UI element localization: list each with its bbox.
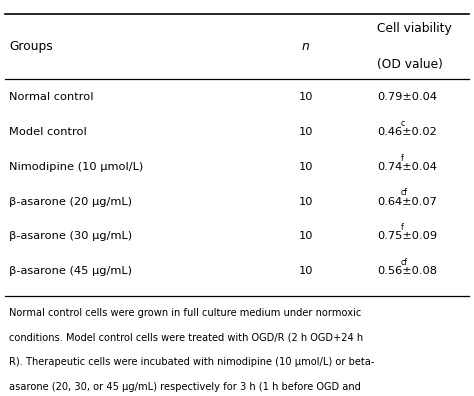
Text: β-asarone (20 μg/mL): β-asarone (20 μg/mL) — [9, 196, 132, 207]
Text: conditions. Model control cells were treated with OGD/R (2 h OGD+24 h: conditions. Model control cells were tre… — [9, 333, 364, 343]
Text: 10: 10 — [299, 92, 313, 102]
Text: 10: 10 — [299, 127, 313, 137]
Text: 0.79±0.04: 0.79±0.04 — [377, 92, 437, 102]
Text: β-asarone (30 μg/mL): β-asarone (30 μg/mL) — [9, 231, 133, 242]
Text: β-asarone (45 μg/mL): β-asarone (45 μg/mL) — [9, 266, 132, 276]
Text: cf: cf — [401, 188, 408, 197]
Text: 10: 10 — [299, 231, 313, 242]
Text: Nimodipine (10 μmol/L): Nimodipine (10 μmol/L) — [9, 162, 144, 172]
Text: 0.75±0.09: 0.75±0.09 — [377, 231, 437, 242]
Text: Normal control cells were grown in full culture medium under normoxic: Normal control cells were grown in full … — [9, 308, 362, 318]
Text: f: f — [401, 154, 403, 162]
Text: asarone (20, 30, or 45 μg/mL) respectively for 3 h (1 h before OGD and: asarone (20, 30, or 45 μg/mL) respective… — [9, 382, 361, 392]
Text: c: c — [401, 119, 405, 128]
Text: Groups: Groups — [9, 40, 53, 53]
Text: Model control: Model control — [9, 127, 87, 137]
Text: 0.46±0.02: 0.46±0.02 — [377, 127, 437, 137]
Text: cf: cf — [401, 258, 408, 267]
Text: 0.56±0.08: 0.56±0.08 — [377, 266, 437, 276]
Text: (OD value): (OD value) — [377, 58, 443, 71]
Text: Cell viability: Cell viability — [377, 22, 452, 35]
Text: 10: 10 — [299, 196, 313, 207]
Text: f: f — [401, 223, 403, 232]
Text: 10: 10 — [299, 162, 313, 172]
Text: Normal control: Normal control — [9, 92, 94, 102]
Text: 0.64±0.07: 0.64±0.07 — [377, 196, 437, 207]
Text: 10: 10 — [299, 266, 313, 276]
Text: R). Therapeutic cells were incubated with nimodipine (10 μmol/L) or beta-: R). Therapeutic cells were incubated wit… — [9, 357, 375, 367]
Text: n: n — [302, 40, 310, 53]
Text: 0.74±0.04: 0.74±0.04 — [377, 162, 437, 172]
